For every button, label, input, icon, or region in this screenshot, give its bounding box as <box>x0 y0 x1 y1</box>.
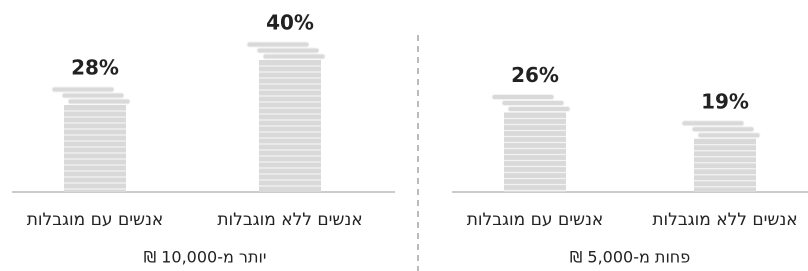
coin <box>502 101 564 106</box>
x-tick-label: אנשים עם מוגבלות <box>467 210 604 230</box>
coin <box>263 54 325 59</box>
chart-title: יותר מ-10,000 ₪ <box>144 248 267 267</box>
x-tick-label: אנשים ללא מוגבלות <box>217 210 362 230</box>
coin <box>692 127 754 132</box>
chart-title: פחות מ-5,000 ₪ <box>570 248 691 267</box>
coin <box>68 99 130 104</box>
value-label: 28% <box>71 56 119 80</box>
coin <box>257 48 319 53</box>
bar <box>52 87 130 192</box>
coin <box>698 133 760 138</box>
value-label: 19% <box>701 89 749 113</box>
coin <box>492 95 554 100</box>
bar <box>492 95 570 193</box>
coin <box>62 93 124 98</box>
coin <box>52 87 114 92</box>
x-tick-label: אנשים עם מוגבלות <box>27 210 164 230</box>
coin-stack <box>694 139 756 192</box>
value-label: 26% <box>511 63 559 87</box>
bar <box>247 42 325 192</box>
x-tick-label: אנשים ללא מוגבלות <box>652 210 797 230</box>
coin <box>682 121 744 126</box>
page: 19% אנשים ללא מוגבלות 26% אנשים עם מוגבלות פ… <box>0 0 808 271</box>
coin-stack <box>64 105 126 192</box>
chart: 19% אנשים ללא מוגבלות 26% אנשים עם מוגבלות פ… <box>0 0 808 271</box>
value-label: 40% <box>266 11 314 35</box>
coin <box>247 42 309 47</box>
coin <box>508 107 570 112</box>
bar <box>682 121 760 192</box>
